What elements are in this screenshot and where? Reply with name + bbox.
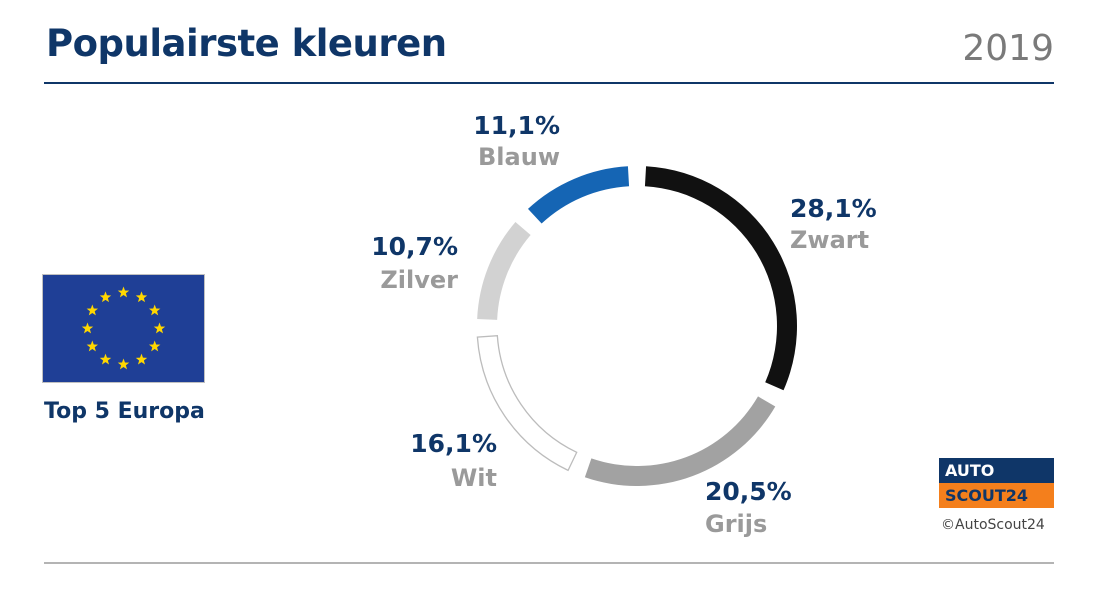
- slice-value-label: 10,7%: [371, 232, 458, 261]
- slice-category-label: Zilver: [380, 266, 458, 294]
- flag-star-icon: [99, 353, 112, 365]
- flag-star-icon: [153, 322, 166, 334]
- donut-slice-grijs: [584, 396, 776, 487]
- slice-value-label: 20,5%: [705, 477, 792, 506]
- flag-star-icon: [148, 304, 161, 316]
- year-label: 2019: [962, 28, 1054, 69]
- flag-star-icon: [86, 304, 99, 316]
- copyright-notice: ©AutoScout24: [941, 517, 1045, 533]
- donut-slice-zwart: [644, 166, 798, 391]
- autoscout24-logo: AUTO SCOUT24: [939, 458, 1054, 508]
- slice-category-label: Wit: [451, 464, 497, 492]
- slice-value-label: 16,1%: [410, 429, 497, 458]
- logo-text-auto: AUTO: [939, 458, 1054, 483]
- page-title: Populairste kleuren: [46, 22, 447, 65]
- donut-slice-blauw: [527, 166, 630, 224]
- header-divider: [44, 82, 1054, 84]
- flag-star-icon: [81, 322, 94, 334]
- slice-category-label: Grijs: [705, 510, 767, 538]
- slice-value-label: 28,1%: [790, 194, 877, 223]
- flag-star-icon: [117, 286, 130, 298]
- slice-category-label: Zwart: [790, 226, 869, 254]
- flag-star-icon: [135, 353, 148, 365]
- eu-flag-graphic: [81, 286, 166, 370]
- slice-category-label: Blauw: [478, 143, 560, 171]
- slice-value-label: 11,1%: [473, 111, 560, 140]
- donut-slice-zilver: [477, 221, 531, 320]
- flag-star-icon: [86, 340, 99, 352]
- flag-star-icon: [99, 291, 112, 303]
- footer-divider: [44, 562, 1054, 564]
- flag-star-icon: [148, 340, 161, 352]
- eu-flag-icon: [43, 275, 204, 382]
- logo-text-scout24: SCOUT24: [939, 483, 1054, 508]
- donut-slice-wit: [476, 335, 578, 472]
- flag-star-icon: [117, 358, 130, 370]
- flag-star-icon: [135, 291, 148, 303]
- region-label: Top 5 Europa: [44, 399, 205, 424]
